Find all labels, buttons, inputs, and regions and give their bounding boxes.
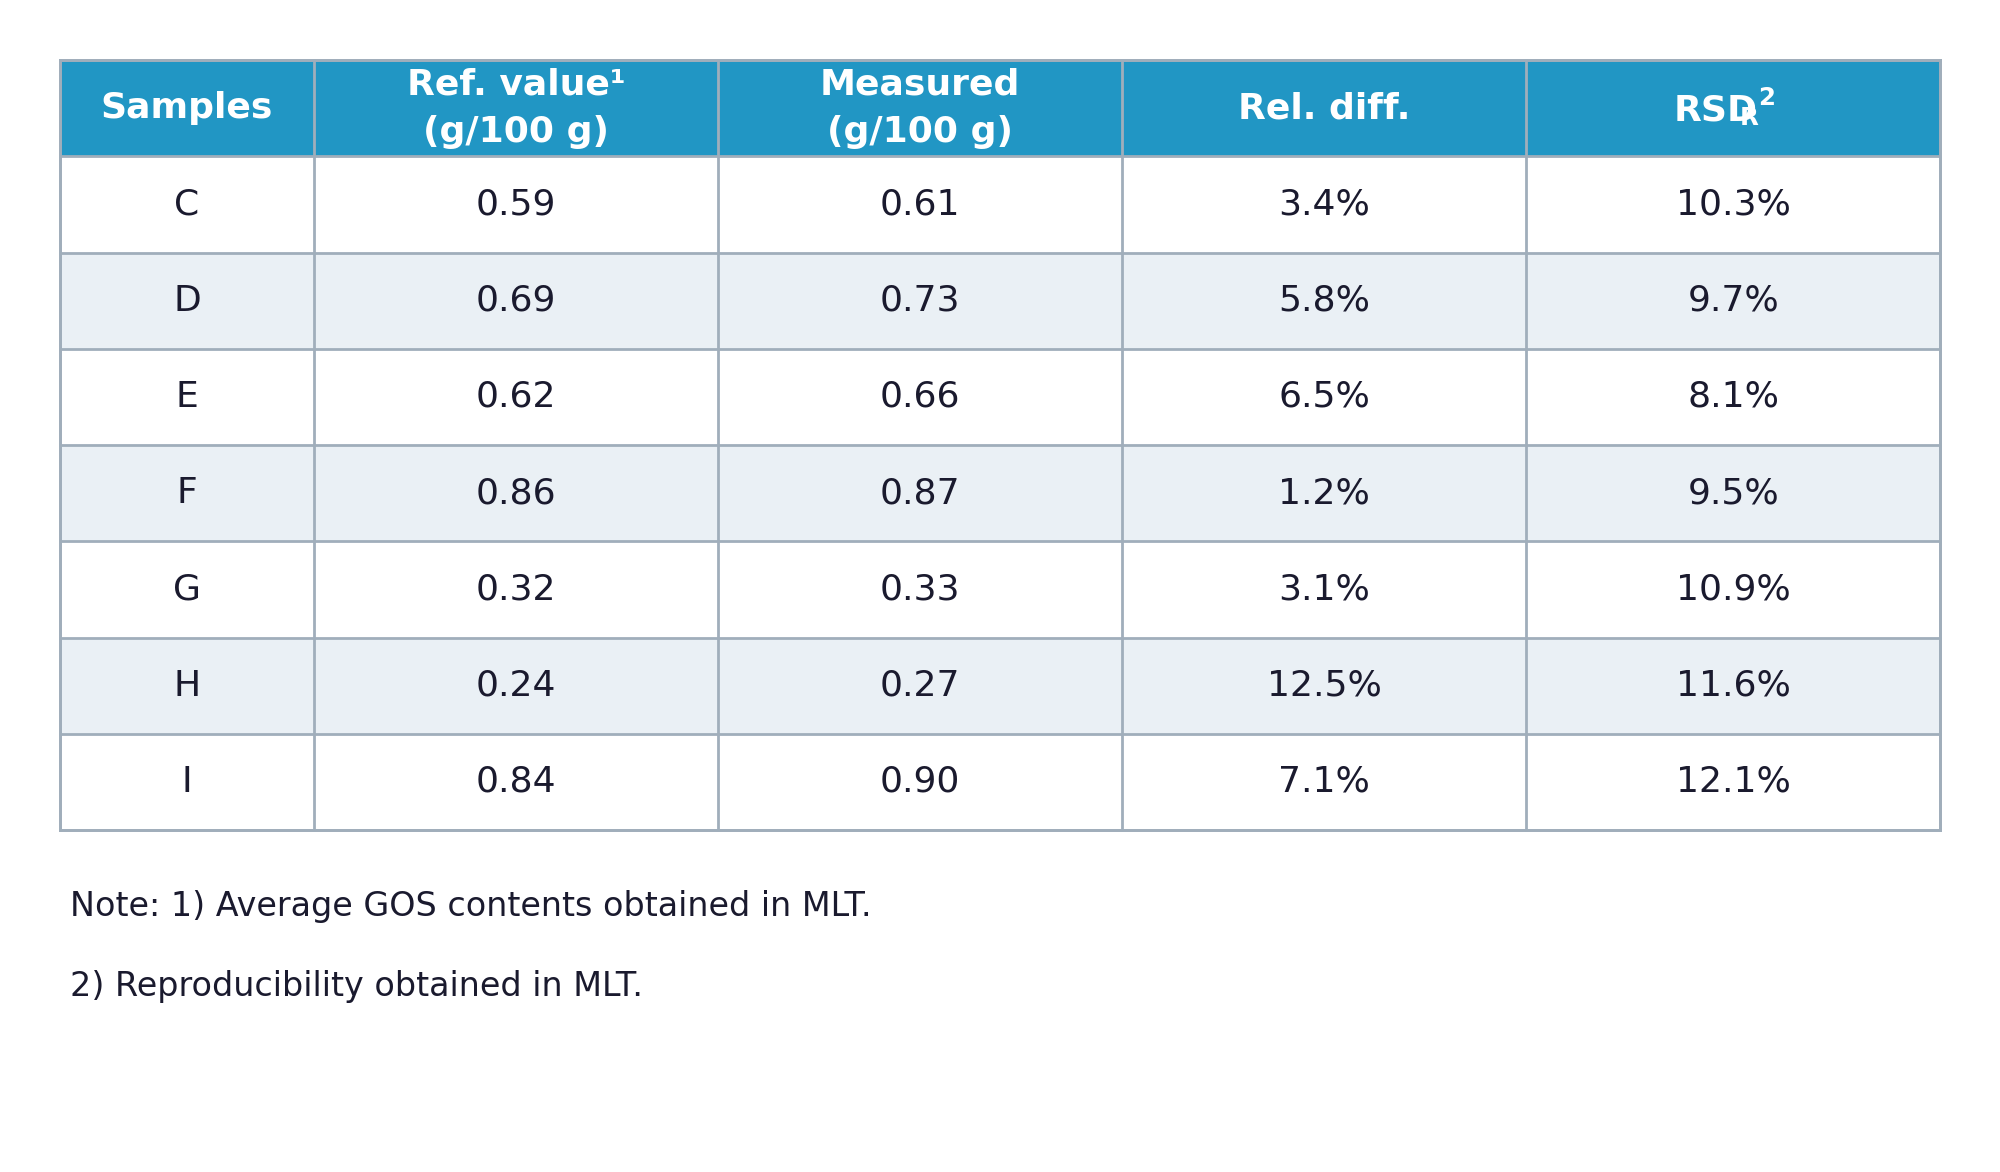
Text: 10.3%: 10.3% (1676, 188, 1790, 222)
Bar (314, 541, 718, 638)
Text: Rel. diff.: Rel. diff. (1238, 91, 1410, 125)
Bar (718, 349, 1122, 445)
Text: 9.5%: 9.5% (1688, 476, 1780, 510)
Bar (60, 60, 314, 156)
Text: 7.1%: 7.1% (1278, 765, 1370, 799)
Bar (1526, 541, 1940, 638)
Bar (60, 252, 314, 349)
Bar (60, 349, 314, 445)
Bar (1122, 349, 1526, 445)
Text: 0.59: 0.59 (476, 188, 556, 222)
Bar (1122, 156, 1526, 252)
Text: I: I (182, 765, 192, 799)
Bar (1122, 445, 1526, 541)
Text: 0.87: 0.87 (880, 476, 960, 510)
Text: 9.7%: 9.7% (1688, 284, 1780, 318)
Text: 0.62: 0.62 (476, 380, 556, 414)
Text: R: R (1740, 107, 1758, 130)
Bar (718, 60, 1122, 156)
Text: 2: 2 (1758, 86, 1774, 110)
Bar (718, 445, 1122, 541)
Bar (1122, 541, 1526, 638)
Text: 8.1%: 8.1% (1688, 380, 1780, 414)
Text: C: C (174, 188, 200, 222)
Bar (314, 445, 718, 541)
Bar (60, 541, 314, 638)
Text: 5.8%: 5.8% (1278, 284, 1370, 318)
Bar (314, 349, 718, 445)
Text: E: E (176, 380, 198, 414)
Text: 3.4%: 3.4% (1278, 188, 1370, 222)
Bar (1122, 734, 1526, 830)
Text: Measured
(g/100 g): Measured (g/100 g) (820, 67, 1020, 149)
Bar (1122, 60, 1526, 156)
Text: 6.5%: 6.5% (1278, 380, 1370, 414)
Text: 0.33: 0.33 (880, 572, 960, 606)
Bar (60, 445, 314, 541)
Text: 0.90: 0.90 (880, 765, 960, 799)
Text: 0.66: 0.66 (880, 380, 960, 414)
Text: 0.86: 0.86 (476, 476, 556, 510)
Bar (1526, 445, 1940, 541)
Bar (314, 60, 718, 156)
Text: Ref. value¹
(g/100 g): Ref. value¹ (g/100 g) (406, 67, 626, 149)
Text: F: F (176, 476, 198, 510)
Text: 0.32: 0.32 (476, 572, 556, 606)
Text: 11.6%: 11.6% (1676, 668, 1790, 703)
Text: D: D (174, 284, 200, 318)
Text: 12.1%: 12.1% (1676, 765, 1790, 799)
Bar (1526, 638, 1940, 734)
Bar (1526, 252, 1940, 349)
Text: 0.61: 0.61 (880, 188, 960, 222)
Text: 0.27: 0.27 (880, 668, 960, 703)
Bar (718, 638, 1122, 734)
Bar (1122, 638, 1526, 734)
Bar (314, 156, 718, 252)
Bar (1526, 734, 1940, 830)
Bar (1526, 349, 1940, 445)
Bar (60, 734, 314, 830)
Text: 12.5%: 12.5% (1266, 668, 1382, 703)
Bar (60, 638, 314, 734)
Text: 0.24: 0.24 (476, 668, 556, 703)
Bar (314, 734, 718, 830)
Text: 1.2%: 1.2% (1278, 476, 1370, 510)
Bar (718, 734, 1122, 830)
Text: Note: 1) Average GOS contents obtained in MLT.: Note: 1) Average GOS contents obtained i… (70, 890, 872, 924)
Text: H: H (174, 668, 200, 703)
Bar (314, 252, 718, 349)
Bar (718, 541, 1122, 638)
Bar (718, 252, 1122, 349)
Text: RSD: RSD (1674, 93, 1758, 127)
Bar (314, 638, 718, 734)
Bar (1122, 252, 1526, 349)
Text: 0.84: 0.84 (476, 765, 556, 799)
Text: 0.69: 0.69 (476, 284, 556, 318)
Text: Samples: Samples (100, 91, 274, 125)
Text: 3.1%: 3.1% (1278, 572, 1370, 606)
Bar (718, 156, 1122, 252)
Text: G: G (172, 572, 200, 606)
Text: 2) Reproducibility obtained in MLT.: 2) Reproducibility obtained in MLT. (70, 970, 644, 1003)
Text: 10.9%: 10.9% (1676, 572, 1790, 606)
Bar (1526, 156, 1940, 252)
Bar (60, 156, 314, 252)
Bar (1526, 60, 1940, 156)
Text: 0.73: 0.73 (880, 284, 960, 318)
